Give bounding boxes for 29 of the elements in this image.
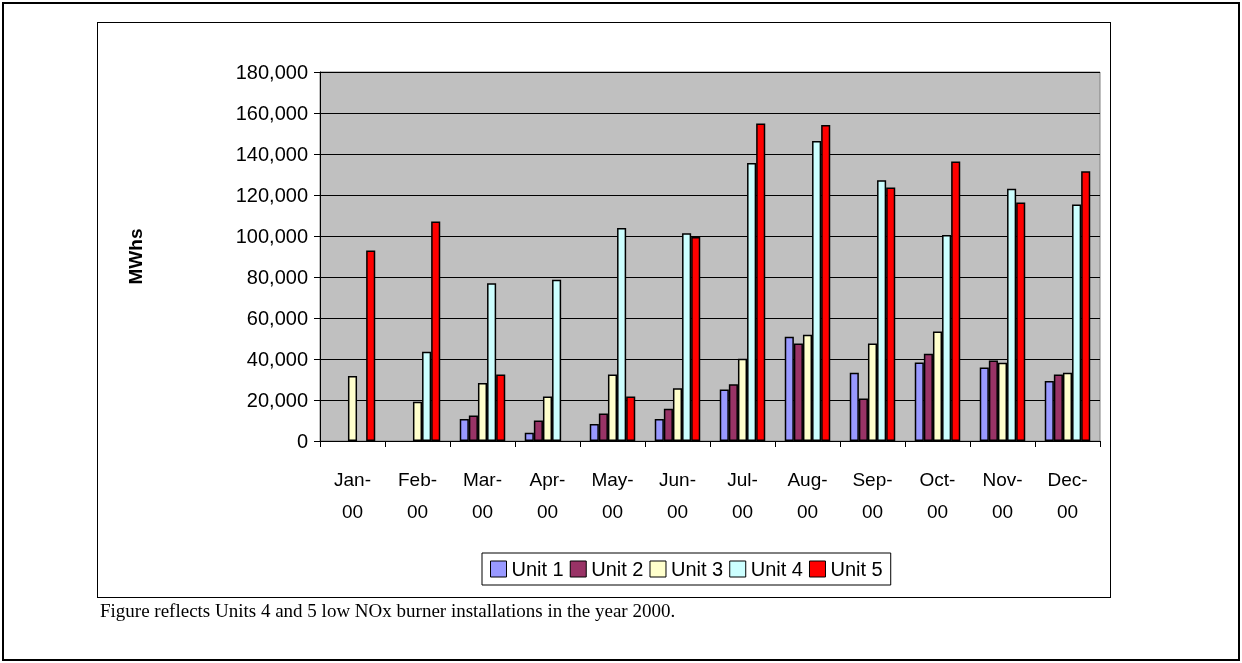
y-tick-label: 40,000 xyxy=(246,348,308,370)
legend-label: Unit 2 xyxy=(591,558,644,580)
x-tick-label: Dec-00 xyxy=(1047,468,1088,522)
y-tick-label: 0 xyxy=(296,430,308,452)
y-tick-label: 120,000 xyxy=(235,184,308,206)
x-tick-label: Jun-00 xyxy=(659,468,696,522)
text: Figure reflects Units 4 and 5 low NOx burner installations in the year 2000. xyxy=(100,600,676,622)
x-tick-label: Aug-00 xyxy=(787,468,828,522)
y-tick-label: 160,000 xyxy=(235,102,308,124)
y-tick-label: 20,000 xyxy=(246,389,308,411)
legend-label: Unit 1 xyxy=(511,558,564,580)
x-tick-label: May-00 xyxy=(591,468,634,522)
y-tick-label: 140,000 xyxy=(235,143,308,165)
x-tick-label: Oct-00 xyxy=(919,468,956,522)
x-tick-label: Nov-00 xyxy=(982,468,1023,522)
y-axis-title: MWhs xyxy=(125,228,146,285)
y-tick-label: 80,000 xyxy=(246,266,308,288)
y-tick-label: 60,000 xyxy=(246,307,308,329)
x-tick-label: Jul-00 xyxy=(727,468,758,522)
legend-label: Unit 4 xyxy=(750,558,803,580)
y-tick-label: 100,000 xyxy=(235,225,308,247)
x-tick-label: Jan-00 xyxy=(334,468,371,522)
y-tick-label: 180,000 xyxy=(235,61,308,83)
x-tick-label: Feb-00 xyxy=(397,468,438,522)
x-tick-label: Mar-00 xyxy=(462,468,503,522)
x-tick-label: Sep-00 xyxy=(852,468,893,522)
x-tick-label: Apr-00 xyxy=(529,468,566,522)
legend-label: Unit 3 xyxy=(670,558,724,580)
legend-label: Unit 5 xyxy=(830,558,883,580)
